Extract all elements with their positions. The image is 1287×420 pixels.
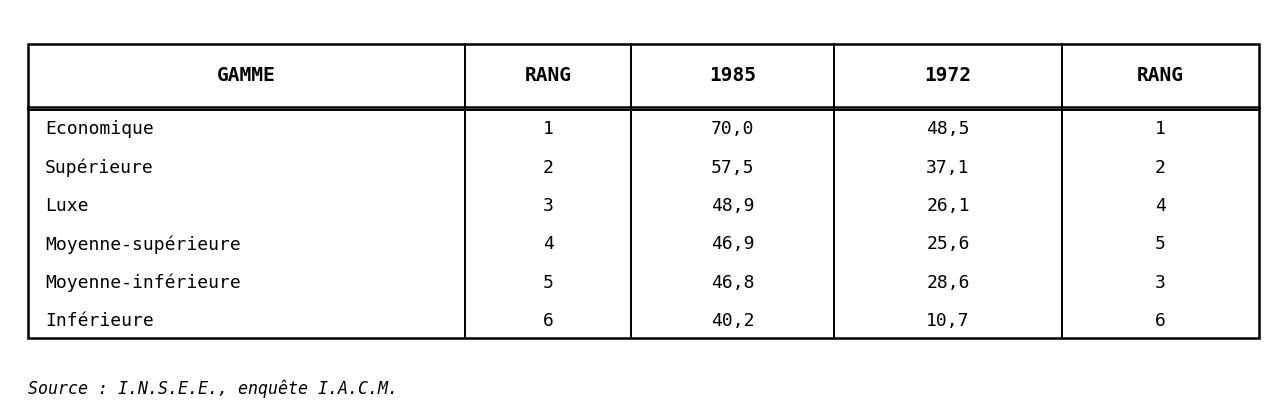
Text: RANG: RANG xyxy=(1136,66,1184,85)
Text: 6: 6 xyxy=(1154,312,1166,331)
Text: 1985: 1985 xyxy=(709,66,757,85)
Text: 48,5: 48,5 xyxy=(927,120,970,138)
Text: 3: 3 xyxy=(1154,274,1166,292)
Text: 37,1: 37,1 xyxy=(927,158,970,176)
Text: Moyenne-inférieure: Moyenne-inférieure xyxy=(45,274,241,292)
Text: Moyenne-supérieure: Moyenne-supérieure xyxy=(45,235,241,254)
Text: 2: 2 xyxy=(1154,158,1166,176)
Text: 25,6: 25,6 xyxy=(927,236,970,253)
Text: 46,8: 46,8 xyxy=(710,274,754,292)
Text: 10,7: 10,7 xyxy=(927,312,970,331)
Text: 40,2: 40,2 xyxy=(710,312,754,331)
Text: Inférieure: Inférieure xyxy=(45,312,153,331)
Text: 4: 4 xyxy=(543,236,553,253)
Text: 46,9: 46,9 xyxy=(710,236,754,253)
Text: 26,1: 26,1 xyxy=(927,197,970,215)
Text: 1972: 1972 xyxy=(924,66,972,85)
Text: 4: 4 xyxy=(1154,197,1166,215)
Text: 48,9: 48,9 xyxy=(710,197,754,215)
Text: Luxe: Luxe xyxy=(45,197,89,215)
Text: 1: 1 xyxy=(543,120,553,138)
Text: 2: 2 xyxy=(543,158,553,176)
Text: 5: 5 xyxy=(543,274,553,292)
Text: 3: 3 xyxy=(543,197,553,215)
Text: 5: 5 xyxy=(1154,236,1166,253)
Text: 57,5: 57,5 xyxy=(710,158,754,176)
Text: Supérieure: Supérieure xyxy=(45,158,153,177)
Text: 6: 6 xyxy=(543,312,553,331)
Text: Economique: Economique xyxy=(45,120,153,138)
Text: Source : I.N.S.E.E., enquête I.A.C.M.: Source : I.N.S.E.E., enquête I.A.C.M. xyxy=(28,379,398,398)
Text: 1: 1 xyxy=(1154,120,1166,138)
Text: 70,0: 70,0 xyxy=(710,120,754,138)
Text: RANG: RANG xyxy=(525,66,571,85)
Bar xyxy=(28,44,1259,338)
Text: 28,6: 28,6 xyxy=(927,274,970,292)
Text: GAMME: GAMME xyxy=(218,66,277,85)
